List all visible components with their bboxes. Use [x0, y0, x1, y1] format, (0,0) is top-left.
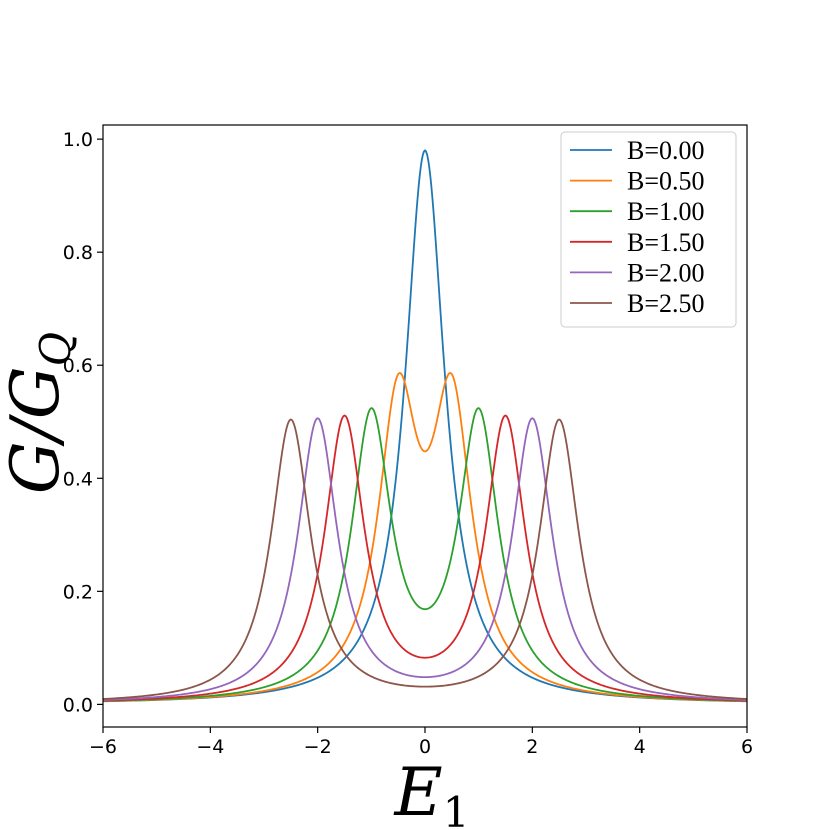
y-tick-label: 0.6: [63, 355, 93, 377]
x-tick-label: 2: [526, 736, 538, 758]
x-tick-label: 0: [419, 736, 431, 758]
legend-label: B=0.50: [627, 167, 705, 196]
x-axis-label: E1: [394, 754, 470, 830]
legend-label: B=2.50: [627, 289, 705, 318]
plot-lines: [102, 149, 748, 703]
y-axis-ticks: 0.0 0.2 0.4 0.6 0.8 1.0: [63, 129, 103, 716]
x-tick-label: −2: [304, 736, 332, 758]
series-line-1: [102, 372, 748, 703]
series-line-2: [102, 407, 748, 702]
legend-label: B=2.00: [627, 258, 705, 287]
y-tick-label: 1.0: [63, 129, 93, 151]
y-tick-label: 0.8: [63, 242, 93, 264]
x-axis-ticks: −6 −4 −2 0 2 4 6: [89, 727, 753, 758]
y-tick-label: 0.4: [63, 468, 93, 490]
y-tick-label: 0.2: [63, 581, 93, 603]
x-tick-label: 4: [634, 736, 646, 758]
legend: B=0.00B=0.50B=1.00B=1.50B=2.00B=2.50: [560, 131, 737, 328]
legend-label: B=0.00: [627, 136, 705, 165]
series-line-4: [102, 417, 748, 701]
x-tick-label: 6: [741, 736, 753, 758]
x-tick-label: −4: [196, 736, 224, 758]
legend-label: B=1.50: [627, 228, 705, 257]
legend-label: B=1.00: [627, 197, 705, 226]
legend-items: B=0.00B=0.50B=1.00B=1.50B=2.00B=2.50: [570, 136, 705, 318]
series-line-5: [102, 418, 748, 700]
y-tick-label: 0.0: [63, 694, 93, 716]
x-tick-label: −6: [89, 736, 117, 758]
y-axis-label: G/GQ: [0, 332, 80, 494]
series-line-3: [102, 414, 748, 702]
